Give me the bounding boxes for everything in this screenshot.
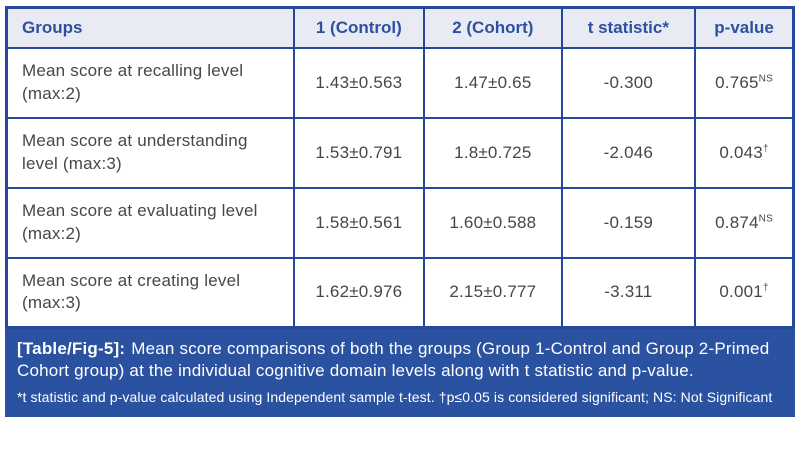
control-value-cell: 1.43±0.563 (292, 46, 426, 119)
t-statistic-cell: -0.159 (560, 186, 697, 259)
p-value-significance-marker: NS (758, 212, 773, 224)
caption-footnote: *t statistic and p-value calculated usin… (17, 388, 773, 405)
p-value-significance-marker: † (762, 142, 769, 154)
p-value-cell: 0.874NS (694, 186, 795, 259)
results-table: Groups 1 (Control) 2 (Cohort) t statisti… (5, 6, 795, 329)
p-value-significance-marker: † (762, 282, 769, 294)
caption-text: Mean score comparisons of both the group… (17, 339, 770, 381)
cohort-value-cell: 1.47±0.65 (423, 46, 563, 119)
caption-label: [Table/Fig-5]: (17, 339, 126, 358)
p-value: 0.874 (715, 212, 759, 232)
control-value-cell: 1.58±0.561 (292, 186, 426, 259)
header-row: Groups 1 (Control) 2 (Cohort) t statisti… (5, 6, 795, 49)
p-value: 0.765 (715, 72, 759, 92)
table-row: Mean score at understanding level (max:3… (5, 116, 795, 189)
column-header-t-statistic: t statistic* (560, 6, 697, 49)
caption-block: [Table/Fig-5]: Mean score comparisons of … (5, 329, 795, 418)
column-header-control: 1 (Control) (292, 6, 426, 49)
cohort-value-cell: 2.15±0.777 (423, 256, 563, 329)
table-body: Mean score at recalling level (max:2) 1.… (5, 46, 795, 329)
group-label-cell: Mean score at creating level (max:3) (5, 256, 295, 329)
cohort-value-cell: 1.60±0.588 (423, 186, 563, 259)
p-value-cell: 0.001† (694, 256, 795, 329)
column-header-groups: Groups (5, 6, 295, 49)
group-label-cell: Mean score at understanding level (max:3… (5, 116, 295, 189)
table-row: Mean score at evaluating level (max:2) 1… (5, 186, 795, 259)
p-value: 0.001 (719, 282, 763, 302)
figure-caption: [Table/Fig-5]: Mean score comparisons of … (17, 338, 783, 383)
column-header-p-value: p-value (694, 6, 795, 49)
control-value-cell: 1.62±0.976 (292, 256, 426, 329)
p-value: 0.043 (719, 142, 763, 162)
t-statistic-cell: -0.300 (560, 46, 697, 119)
group-label-cell: Mean score at recalling level (max:2) (5, 46, 295, 119)
p-value-significance-marker: NS (758, 72, 773, 84)
p-value-cell: 0.043† (694, 116, 795, 189)
table-figure: Groups 1 (Control) 2 (Cohort) t statisti… (5, 6, 795, 418)
table-header: Groups 1 (Control) 2 (Cohort) t statisti… (5, 6, 795, 49)
column-header-cohort: 2 (Cohort) (423, 6, 563, 49)
cohort-value-cell: 1.8±0.725 (423, 116, 563, 189)
group-label-cell: Mean score at evaluating level (max:2) (5, 186, 295, 259)
control-value-cell: 1.53±0.791 (292, 116, 426, 189)
table-row: Mean score at recalling level (max:2) 1.… (5, 46, 795, 119)
table-row: Mean score at creating level (max:3) 1.6… (5, 256, 795, 329)
p-value-cell: 0.765NS (694, 46, 795, 119)
t-statistic-cell: -2.046 (560, 116, 697, 189)
t-statistic-cell: -3.311 (560, 256, 697, 329)
